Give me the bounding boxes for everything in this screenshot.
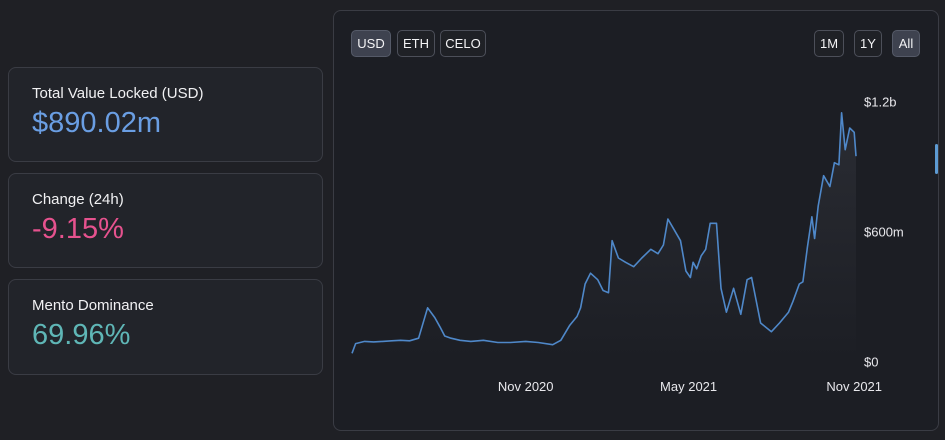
x-tick-label: Nov 2021	[826, 379, 882, 394]
mento-dominance-label: Mento Dominance	[32, 297, 154, 314]
total-value-locked-label: Total Value Locked (USD)	[32, 85, 204, 102]
currency-celo-button[interactable]: CELO	[440, 30, 486, 57]
x-axis: Nov 2020 May 2021 Nov 2021	[498, 379, 882, 394]
y-tick-label: $1.2b	[864, 95, 897, 110]
mento-dominance-card: Mento Dominance 69.96%	[8, 279, 323, 375]
tvl-series-line	[351, 112, 857, 354]
range-1m-button[interactable]: 1M	[814, 30, 844, 57]
mento-dominance-value: 69.96%	[32, 319, 131, 351]
x-tick-label: Nov 2020	[498, 379, 554, 394]
x-tick-label: May 2021	[660, 379, 717, 394]
total-value-locked-value: $890.02m	[32, 107, 161, 139]
chart-panel: USD ETH CELO 1M 1Y All $1.2b $600m $0 Nov …	[333, 10, 939, 431]
change-24h-label: Change (24h)	[32, 191, 124, 208]
tvl-area-fill	[352, 112, 856, 362]
y-tick-label: $600m	[864, 225, 904, 240]
y-axis: $1.2b $600m $0	[864, 95, 904, 370]
y-tick-label: $0	[864, 355, 878, 370]
currency-usd-button[interactable]: USD	[351, 30, 391, 57]
change-24h-value: -9.15%	[32, 213, 124, 245]
scroll-indicator	[935, 144, 938, 174]
change-24h-card: Change (24h) -9.15%	[8, 173, 323, 268]
currency-eth-button[interactable]: ETH	[397, 30, 435, 57]
tvl-line-chart: $1.2b $600m $0 Nov 2020 May 2021 Nov 2021	[351, 95, 904, 394]
total-value-locked-card: Total Value Locked (USD) $890.02m	[8, 67, 323, 162]
range-all-button[interactable]: All	[892, 30, 920, 57]
range-1y-button[interactable]: 1Y	[854, 30, 882, 57]
